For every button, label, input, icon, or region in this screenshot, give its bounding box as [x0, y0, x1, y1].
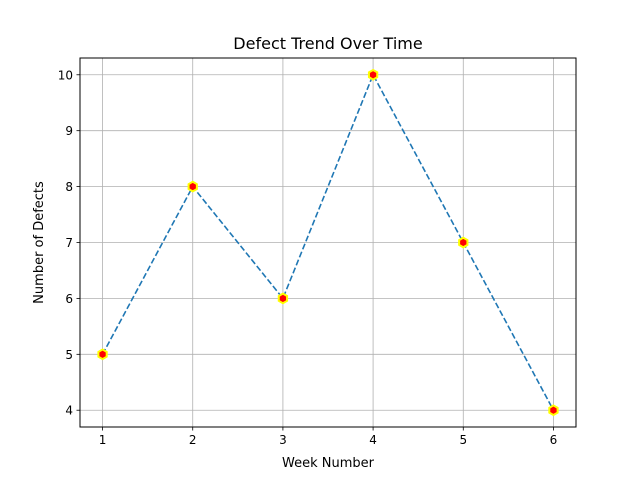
- x-tick-label: 3: [279, 433, 287, 447]
- x-tick-label: 4: [369, 433, 377, 447]
- chart-title: Defect Trend Over Time: [233, 34, 422, 53]
- data-point-marker: [548, 404, 559, 417]
- x-tick-label: 5: [459, 433, 467, 447]
- data-point-marker: [97, 348, 108, 361]
- y-tick-label: 9: [65, 124, 73, 138]
- ticks-layer: 1 2 3 4 5 6 4 5 6 7 8 9 10: [58, 68, 558, 447]
- grid-lines: [80, 58, 576, 427]
- y-axis-label: Number of Defects: [32, 181, 47, 304]
- data-point-marker: [367, 68, 379, 81]
- series-layer: [97, 68, 559, 417]
- y-tick-label: 5: [65, 348, 73, 362]
- x-tick-label: 1: [99, 433, 107, 447]
- y-tick-label: 8: [65, 180, 73, 194]
- x-tick-label: 2: [189, 433, 197, 447]
- data-point-marker: [187, 180, 198, 193]
- data-point-marker: [277, 292, 289, 305]
- x-tick-label: 6: [550, 433, 558, 447]
- y-tick-label: 7: [65, 236, 73, 250]
- x-axis-label: Week Number: [282, 456, 375, 471]
- y-tick-label: 6: [65, 292, 73, 306]
- y-tick-label: 4: [65, 404, 73, 418]
- data-point-marker: [458, 236, 469, 249]
- series-line: [101, 72, 555, 411]
- y-tick-label: 10: [58, 68, 73, 82]
